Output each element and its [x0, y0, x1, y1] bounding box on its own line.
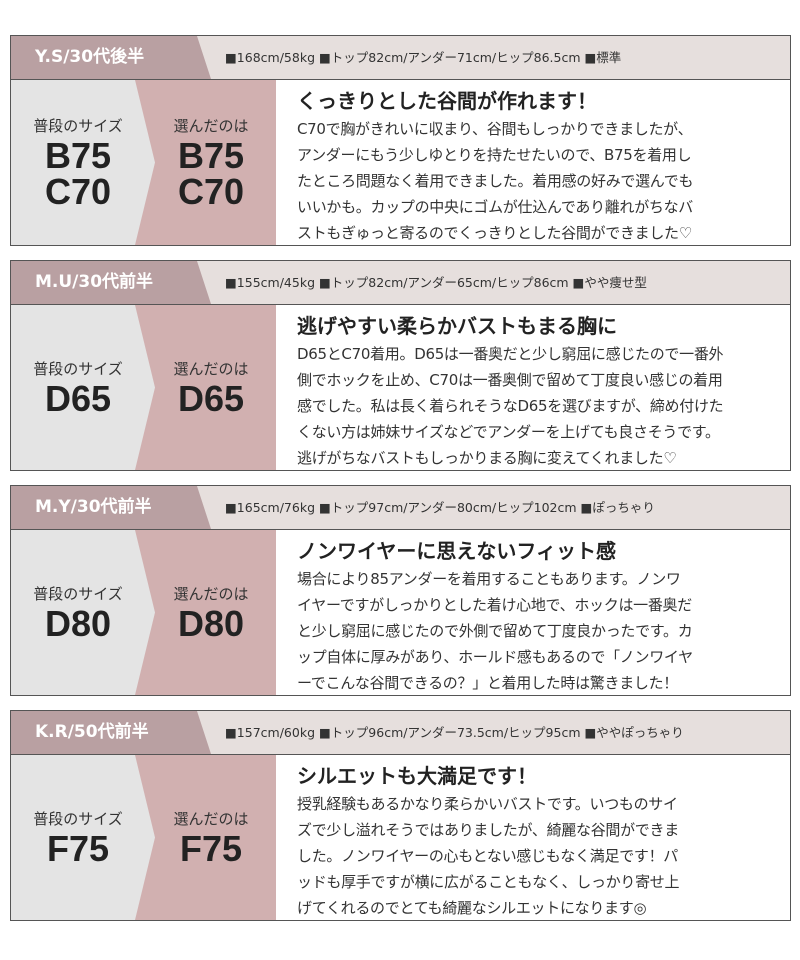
chosen-size-label: 選んだのは	[173, 360, 249, 378]
review-line: した。ノンワイヤーの心もとない感じもなく満足です！パ	[297, 847, 679, 865]
review-card: M.U/30代前半 ■155cm/45kg ■トップ82cm/アンダー65cm/ヒ…	[10, 260, 791, 471]
review-title: 逃げやすい柔らかバストもまる胸に	[297, 314, 617, 338]
review-line: ーでこんな谷間できるの？」と着用した時は驚きました！	[297, 674, 679, 692]
usual-size-box	[11, 80, 155, 245]
usual-size-value: B75	[44, 135, 112, 176]
reviewer-stats: ■168cm/58kg ■トップ82cm/アンダー71cm/ヒップ86.5cm …	[225, 50, 622, 65]
review-text: ノンワイヤーに思えないフィット感場合により85アンダーを着用することもあります。…	[297, 536, 782, 695]
usual-size-box	[11, 305, 155, 470]
usual-size-box	[11, 530, 155, 695]
review-line: 授乳経験もあるかなり柔らかいバストです。いつものサイ	[297, 795, 678, 813]
chosen-size-column: 選んだのは F75	[147, 755, 275, 920]
review-line: D65とC70着用。D65は一番奥だと少し窮屈に感じたので一番外	[297, 345, 724, 363]
usual-size-label: 普段のサイズ	[33, 360, 123, 378]
usual-size-box	[11, 755, 155, 920]
review-text: 逃げやすい柔らかバストもまる胸に D65とC70着用。D65は一番奥だと少し窮屈に…	[297, 311, 782, 470]
review-text: シルエットも大満足です！ 授乳経験もあるかなり柔らかいバストです。いつものサイ ズで…	[297, 761, 782, 920]
chosen-size-value: F75	[179, 828, 243, 869]
chosen-size-value: D80	[177, 603, 245, 644]
review-header: M.U/30代前半 ■155cm/45kg ■トップ82cm/アンダー65cm/ヒ…	[11, 261, 790, 305]
chosen-size-column: 選んだのは D80	[147, 530, 275, 695]
review-line: ッドも厚手ですが横に広がることもなく、しっかり寄せ上	[297, 873, 680, 891]
review-card: M.Y/30代前半 ■165cm/76kg ■トップ97cm/アンダー80cm/ヒ…	[10, 485, 791, 696]
review-line: 側でホックを止め、C70は一番奥側で留めて丁度良い感じの着用	[297, 371, 723, 389]
usual-size-value: D65	[44, 378, 112, 419]
review-body: 普段のサイズ F75 選んだのは F75 シルエットも大満足です！ 授乳経験もあるかなり柔…	[11, 755, 790, 920]
review-card: Y.S/30代後半 ■168cm/58kg ■トップ82cm/アンダー71cm/ヒ…	[10, 35, 791, 246]
review-card: K.R/50代前半 ■157cm/60kg ■トップ96cm/アンダー73.5cm…	[10, 710, 791, 921]
usual-size-label: 普段のサイズ	[33, 117, 123, 135]
reviewer-stats: ■165cm/76kg ■トップ97cm/アンダー80cm/ヒップ102cm ■…	[225, 500, 655, 515]
review-body: 普段のサイズ B75 C70 選んだのは B75 C70 くっきりとした谷間が作れます！ C7…	[11, 80, 790, 245]
review-line: 場合により85アンダーを着用することもあります。ノンワ	[297, 570, 681, 588]
usual-size-column: 普段のサイズ D65	[11, 305, 145, 470]
review-header: K.R/50代前半 ■157cm/60kg ■トップ96cm/アンダー73.5cm…	[11, 711, 790, 755]
chosen-size-column: 選んだのは D65	[147, 305, 275, 470]
chosen-size-label: 選んだのは	[173, 117, 249, 135]
review-line: たところ問題なく着用できました。着用感の好みで選んでも	[297, 172, 694, 190]
usual-size-label: 普段のサイズ	[33, 585, 123, 603]
usual-size-column: 普段のサイズ D80	[11, 530, 145, 695]
review-line: イヤーですがしっかりとした着け心地で、ホックは一番奥だ	[297, 596, 692, 614]
usual-size-column: 普段のサイズ F75	[11, 755, 145, 920]
review-line: くない方は姉妹サイズなどでアンダーを上げても良さそうです。	[297, 423, 720, 441]
review-line: 逃げがちなバストもしっかりまる胸に変えてくれました♡	[297, 449, 677, 467]
usual-size-value: C70	[44, 171, 112, 212]
chosen-size-label: 選んだのは	[173, 810, 249, 828]
usual-size-label: 普段のサイズ	[33, 810, 123, 828]
reviewer-stats: ■157cm/60kg ■トップ96cm/アンダー73.5cm/ヒップ95cm …	[225, 725, 684, 740]
reviewer-name: M.U/30代前半	[11, 261, 211, 304]
review-body: 普段のサイズ D80 選んだのは D80 ノンワイヤーに思えないフィット感 場合により85…	[11, 530, 790, 695]
usual-size-value: F75	[46, 828, 110, 869]
reviewer-name: K.R/50代前半	[11, 711, 211, 754]
review-line: ストもぎゅっと寄るのでくっきりとした谷間ができました♡	[297, 224, 692, 242]
review-body: 普段のサイズ D65 選んだのは D65 逃げやすい柔らかバストもまる胸に D65とC70…	[11, 305, 790, 470]
chosen-size-label: 選んだのは	[173, 585, 249, 603]
review-line: ズで少し溢れそうではありましたが、綺麗な谷間ができま	[297, 821, 679, 839]
usual-size-value: D80	[44, 603, 112, 644]
review-text: くっきりとした谷間が作れます！ C70で胸がきれいに収まり、谷間もしっかりできまし…	[297, 86, 782, 245]
chosen-size-value: B75	[177, 135, 245, 176]
usual-size-column: 普段のサイズ B75 C70	[11, 80, 145, 245]
review-line: と少し窮屈に感じたので外側で留めて丁度良かったです。カ	[297, 622, 693, 640]
chosen-size-column: 選んだのは B75 C70	[147, 80, 275, 245]
chosen-size-value: C70	[177, 171, 245, 212]
review-header: M.Y/30代前半 ■165cm/76kg ■トップ97cm/アンダー80cm/ヒ…	[11, 486, 790, 530]
reviewer-stats: ■155cm/45kg ■トップ82cm/アンダー65cm/ヒップ86cm ■や…	[225, 275, 647, 290]
chosen-size-value: D65	[177, 378, 245, 419]
review-line: いいかも。カップの中央にゴムが仕込んであり離れがちなバ	[297, 198, 694, 216]
reviewer-name: Y.S/30代後半	[11, 36, 211, 79]
review-line: ップ自体に厚みがあり、ホールド感もあるので「ノンワイヤ	[297, 648, 693, 666]
review-title: ノンワイヤーに思えないフィット感	[297, 539, 616, 563]
review-header: Y.S/30代後半 ■168cm/58kg ■トップ82cm/アンダー71cm/ヒ…	[11, 36, 790, 80]
review-line: 感でした。私は長く着られそうなD65を選びますが、締め付けた	[297, 397, 724, 415]
review-line: アンダーにもう少しゆとりを持たせたいので、B75を着用し	[297, 146, 692, 164]
review-title: くっきりとした谷間が作れます！	[297, 89, 597, 113]
review-title: シルエットも大満足です！	[297, 764, 537, 788]
reviewer-name: M.Y/30代前半	[11, 486, 211, 529]
review-line: げてくれるのでとても綺麗なシルエットになります◎	[297, 899, 647, 917]
review-line: C70で胸がきれいに収まり、谷間もしっかりできましたが、	[297, 120, 693, 138]
